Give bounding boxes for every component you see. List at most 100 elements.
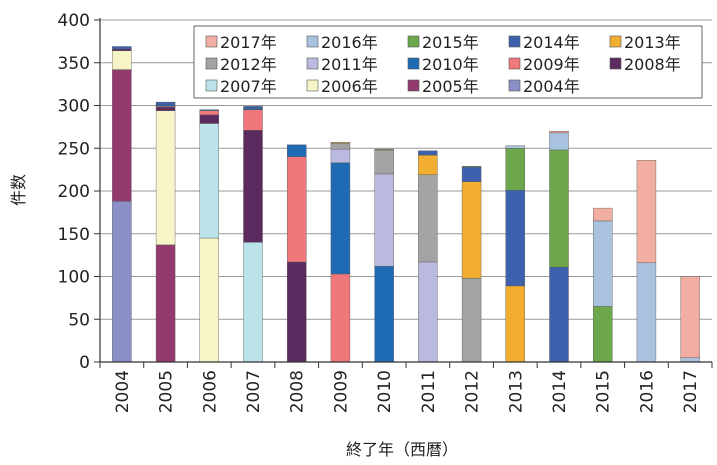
bar-segment — [418, 261, 438, 363]
bar-segment — [155, 104, 176, 107]
x-tick-label: 2010 — [375, 370, 395, 413]
legend-label: 2007年 — [220, 77, 277, 96]
x-tick-label: 2005 — [157, 370, 177, 413]
y-tick-label: 200 — [58, 182, 90, 202]
legend-label: 2012年 — [220, 55, 277, 74]
legend: 2017年 2016年 2015年 2014年 2013年 2012年 2011年 2010年… — [193, 25, 703, 99]
y-tick-label: 0 — [79, 353, 90, 373]
legend-label: 2008年 — [624, 55, 681, 74]
bar-segment — [112, 201, 132, 363]
x-axis-title: 終了年（西暦） — [346, 440, 458, 459]
bar-segment — [199, 109, 219, 111]
bar-segment — [112, 69, 132, 202]
legend-label: 2014年 — [523, 33, 580, 52]
bar-segment — [287, 144, 307, 158]
bar-segment — [636, 160, 657, 264]
legend-label: 2009年 — [523, 55, 580, 74]
legend-swatch — [407, 35, 420, 48]
bar-segment — [461, 181, 482, 279]
x-tick-label: 2008 — [288, 370, 308, 413]
legend-swatch — [609, 35, 622, 48]
bar-segment — [155, 244, 176, 363]
bar-segment — [199, 123, 219, 239]
legend-swatch — [609, 57, 622, 70]
legend-swatch — [407, 79, 420, 92]
y-tick-label: 250 — [58, 139, 90, 159]
y-tick-label: 100 — [58, 268, 90, 288]
bar-segment — [112, 50, 132, 70]
bar-segment — [374, 148, 394, 151]
bar-segment — [330, 142, 351, 144]
bar-segment — [287, 156, 307, 263]
bar-segment — [243, 106, 263, 109]
bar-segment — [418, 150, 438, 156]
legend-label: 2011年 — [321, 55, 378, 74]
bar-segment — [243, 109, 263, 131]
bar-segment — [549, 266, 569, 363]
legend-swatch — [205, 57, 218, 70]
bar-segment — [287, 261, 307, 363]
bar-segment — [461, 166, 482, 182]
bar-segment — [330, 148, 351, 163]
x-tick-label: 2014 — [550, 370, 570, 413]
bar-segment — [461, 166, 482, 168]
x-tick-label: 2009 — [331, 370, 351, 413]
bar-segment — [155, 101, 176, 105]
bar-segment — [374, 266, 394, 363]
legend-label: 2015年 — [422, 33, 479, 52]
bar-segment — [418, 154, 438, 175]
bar-segment — [155, 110, 176, 246]
bar-segment — [636, 262, 657, 363]
legend-label: 2016年 — [321, 33, 378, 52]
legend-label: 2010年 — [422, 55, 479, 74]
bar-segment — [461, 278, 482, 363]
bars — [112, 46, 700, 363]
legend-swatch — [407, 57, 420, 70]
x-tick-labels: 2004 2005 2006 2007 2008 2009 2010 2011 2012 2013… — [99, 362, 713, 413]
bar-segment — [199, 114, 219, 124]
bar-segment — [374, 149, 394, 175]
legend-label: 2004年 — [523, 77, 580, 96]
bar-segment — [680, 357, 700, 363]
x-tick-label: 2015 — [594, 370, 614, 413]
legend-swatch — [306, 57, 319, 70]
y-tick-label: 50 — [68, 310, 90, 330]
legend-swatch — [306, 35, 319, 48]
legend-label: 2006年 — [321, 77, 378, 96]
bar-segment — [549, 130, 569, 134]
bar-segment — [549, 132, 569, 151]
y-tick-label: 400 — [58, 11, 90, 31]
bar-segment — [593, 306, 613, 363]
x-tick-label: 2012 — [463, 370, 483, 413]
bar-segment — [243, 130, 263, 243]
bar-segment — [680, 276, 700, 358]
bar-segment — [243, 242, 263, 363]
legend-swatch — [205, 35, 218, 48]
bar-segment — [505, 189, 525, 287]
bar-segment — [112, 46, 132, 50]
x-tick-label: 2013 — [506, 370, 526, 413]
y-tick-label: 350 — [58, 54, 90, 74]
y-tick-label: 150 — [58, 225, 90, 245]
legend-swatch — [508, 79, 521, 92]
bar-segment — [199, 237, 219, 363]
bar-segment — [505, 148, 525, 191]
x-tick-label: 2007 — [244, 370, 264, 413]
bar-segment — [330, 162, 351, 275]
bar-segment — [505, 145, 525, 149]
x-tick-label: 2011 — [419, 370, 439, 413]
bar-segment — [155, 107, 176, 111]
bar-segment — [199, 110, 219, 116]
legend-swatch — [508, 57, 521, 70]
x-tick-label: 2004 — [113, 370, 133, 413]
y-tick-label: 300 — [58, 97, 90, 117]
bar-segment — [418, 174, 438, 263]
bar-segment — [593, 220, 613, 307]
y-tick-labels: 0 50 100 150 200 250 300 350 400 — [58, 11, 100, 373]
bar-segment — [593, 207, 613, 222]
bar-segment — [374, 173, 394, 267]
bar-segment — [505, 285, 525, 363]
legend-label: 2005年 — [422, 77, 479, 96]
legend-swatch — [306, 79, 319, 92]
